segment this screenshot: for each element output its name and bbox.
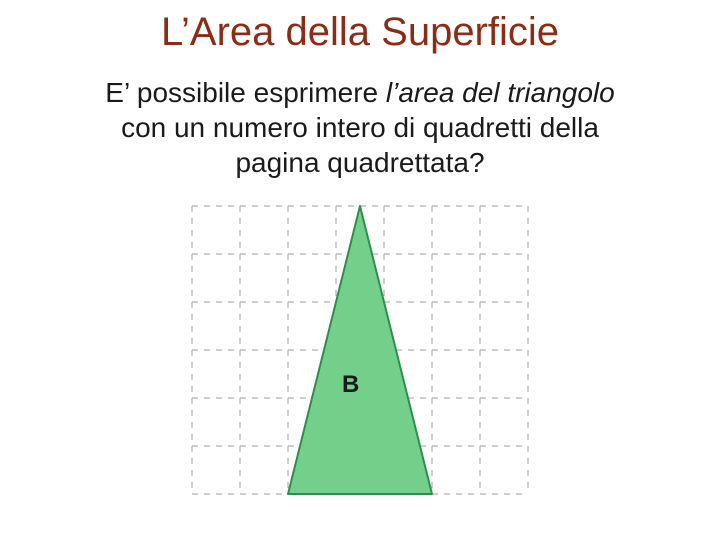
question-text: E’ possibile esprimere l’area del triang… <box>30 75 690 180</box>
page-title: L’Area della Superficie <box>0 10 720 65</box>
figure-container: B <box>0 198 720 498</box>
question-line3: pagina quadrettata? <box>235 147 484 178</box>
question-line1-italic: l’area del triangolo <box>386 77 615 108</box>
question-line2: con un numero intero di quadretti della <box>121 112 599 143</box>
grid-triangle-figure: B <box>180 198 540 498</box>
slide: L’Area della Superficie E’ possibile esp… <box>0 0 720 540</box>
question-line1-plain: E’ possibile esprimere <box>105 77 386 108</box>
triangle-label: B <box>342 371 359 398</box>
